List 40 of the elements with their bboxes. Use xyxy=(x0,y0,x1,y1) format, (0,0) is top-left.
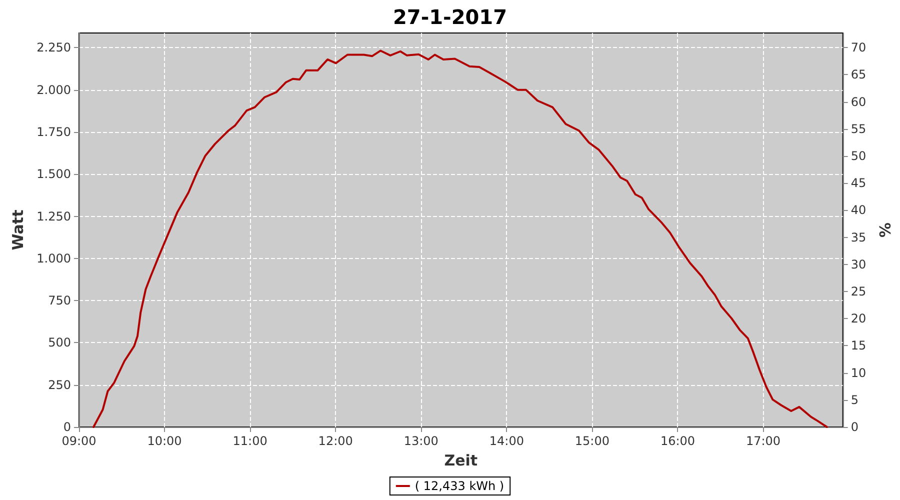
y2-tick-label: 60 xyxy=(850,94,866,109)
line-series xyxy=(92,50,828,428)
y-tick-label: 1.500 xyxy=(36,167,71,182)
y-tick-label: 500 xyxy=(48,336,71,350)
x-tick-label: 13:00 xyxy=(404,434,438,448)
legend-label: ( 12,433 kWh ) xyxy=(414,479,504,493)
x-tick-label: 17:00 xyxy=(746,434,781,448)
y-tick-label: 750 xyxy=(48,294,71,308)
y2-tick-label: 20 xyxy=(850,312,866,326)
x-axis-title: Zeit xyxy=(444,452,478,470)
x-tick-label: 12:00 xyxy=(318,434,353,448)
chart-title: 27-1-2017 xyxy=(392,5,508,29)
y2-tick-label: 5 xyxy=(850,392,858,407)
y2-tick-label: 65 xyxy=(850,68,866,82)
y2-tick-label: 25 xyxy=(850,284,866,299)
y-axis-title: Watt xyxy=(9,210,28,250)
y2-axis-title: % xyxy=(876,222,894,238)
y-tick-label: 1.000 xyxy=(36,251,71,266)
y-tick-label: 1.750 xyxy=(36,124,71,139)
y2-tick-label: 70 xyxy=(850,40,866,55)
y-tick-label: 0 xyxy=(63,420,71,434)
x-tick-label: 09:00 xyxy=(62,434,96,448)
y2-tick-label: 10 xyxy=(850,366,866,380)
x-tick-label: 16:00 xyxy=(660,434,696,448)
y2-tick-label: 45 xyxy=(850,176,866,190)
y-tick-label: 2.250 xyxy=(36,40,71,55)
x-tick-label: 15:00 xyxy=(574,434,610,448)
x-tick-label: 14:00 xyxy=(489,434,524,448)
y2-tick-label: 55 xyxy=(850,122,866,136)
y2-tick-label: 35 xyxy=(850,230,866,244)
x-tick-label: 10:00 xyxy=(147,434,182,448)
y-tick-label: 2.000 xyxy=(36,82,71,97)
y-tick-label: 250 xyxy=(48,378,71,392)
y2-tick-label: 50 xyxy=(850,149,866,164)
x-tick-label: 11:00 xyxy=(232,434,268,448)
y2-tick-label: 0 xyxy=(850,420,858,434)
y-tick-label: 1.250 xyxy=(36,209,71,224)
y2-tick-label: 15 xyxy=(850,338,866,353)
y2-tick-label: 30 xyxy=(850,257,866,272)
y2-tick-label: 40 xyxy=(850,203,866,218)
